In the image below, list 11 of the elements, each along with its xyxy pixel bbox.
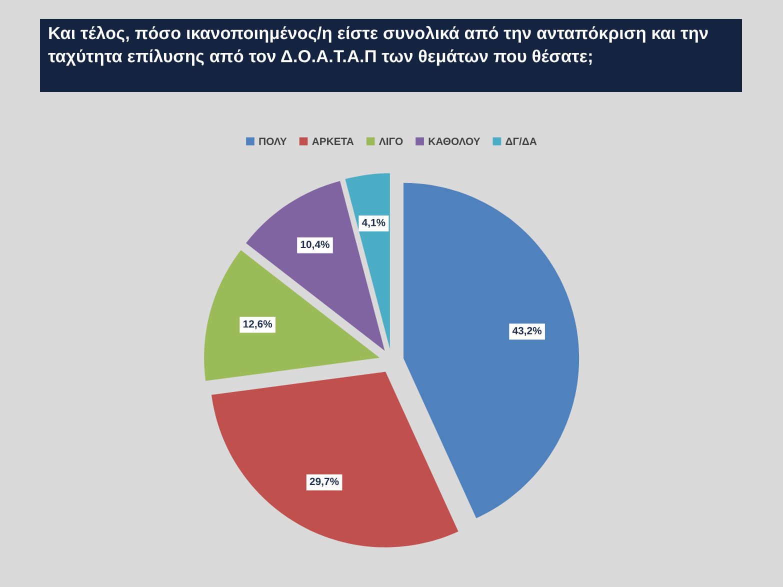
data-label: 10,4% [300, 240, 330, 250]
data-label: 43,2% [512, 327, 542, 336]
legend-label: ΠΟΛΥ [259, 138, 287, 146]
data-label: 29,7% [310, 478, 339, 487]
legend-label: ΚΑΘΟΛΟΥ [428, 138, 480, 146]
legend-label: ΛΙΓΟ [379, 138, 403, 146]
data-label: 4,1% [362, 218, 386, 228]
legend-label: ΑΡΚΕΤΑ [312, 138, 354, 145]
chart-title: Και τέλος, πόσο ικανοποιημένος/η είστε συνολικά από την ανταπόκριση και την ταχύτητα επίλυσης από τον Δ.Ο.Α.Τ.Α.Π των θεμάτων που θέσατε; [48, 26, 708, 66]
data-label: 12,6% [243, 320, 272, 330]
legend-label: ΔΓ/ΔΑ [506, 137, 537, 146]
